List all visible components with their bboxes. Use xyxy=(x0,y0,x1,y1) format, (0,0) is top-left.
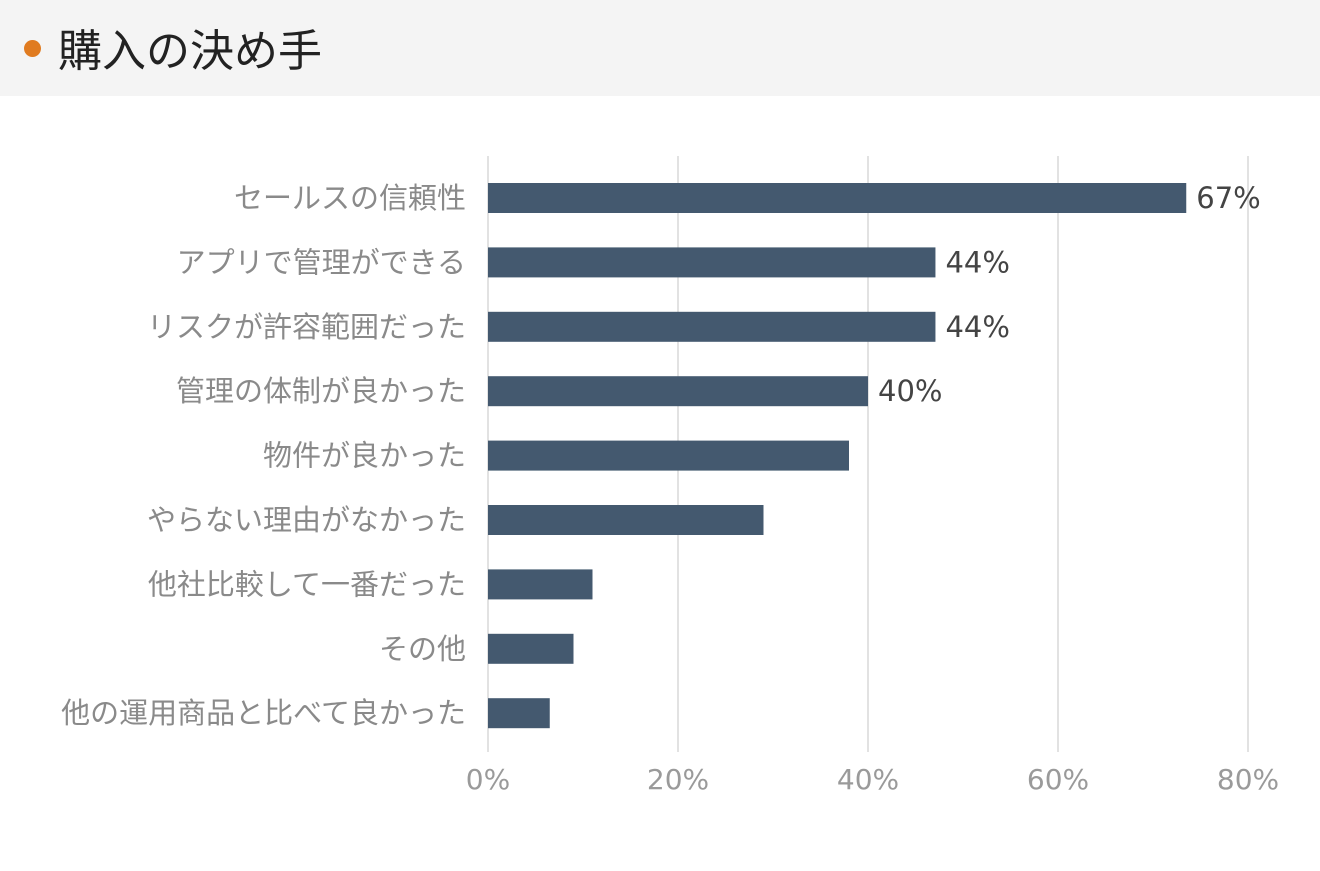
bar xyxy=(488,440,849,471)
x-tick-label: 40% xyxy=(837,763,899,796)
x-tick-label: 80% xyxy=(1217,763,1279,796)
bar xyxy=(488,311,936,342)
category-label: 他社比較して一番だった xyxy=(148,567,466,601)
data-label: 40% xyxy=(878,374,942,408)
x-tick-label: 20% xyxy=(647,763,709,796)
x-tick-label: 0% xyxy=(466,763,510,796)
x-tick-label: 60% xyxy=(1027,763,1089,796)
data-label: 44% xyxy=(945,245,1009,279)
bar xyxy=(488,505,764,535)
bar xyxy=(488,183,1187,213)
category-label: やらない理由がなかった xyxy=(147,503,466,537)
header-bar: 購入の決め手 xyxy=(0,0,1320,96)
category-label: 管理の体制が良かった xyxy=(176,374,466,408)
category-label: リスクが許容範囲だった xyxy=(147,310,466,344)
category-label: セールスの信頼性 xyxy=(234,181,466,215)
category-label: 他の運用商品と比べて良かった xyxy=(61,696,466,730)
bullet-dot-icon xyxy=(24,40,41,57)
chart-title: 購入の決め手 xyxy=(58,26,322,77)
bar xyxy=(488,569,593,600)
bar xyxy=(488,633,574,664)
bar xyxy=(488,247,936,278)
bar xyxy=(488,376,868,407)
category-label: 物件が良かった xyxy=(263,439,466,473)
data-label: 67% xyxy=(1196,181,1260,215)
data-label: 44% xyxy=(945,310,1009,344)
category-label: アプリで管理ができる xyxy=(177,245,466,279)
category-label: その他 xyxy=(379,632,466,666)
bar xyxy=(488,698,550,729)
